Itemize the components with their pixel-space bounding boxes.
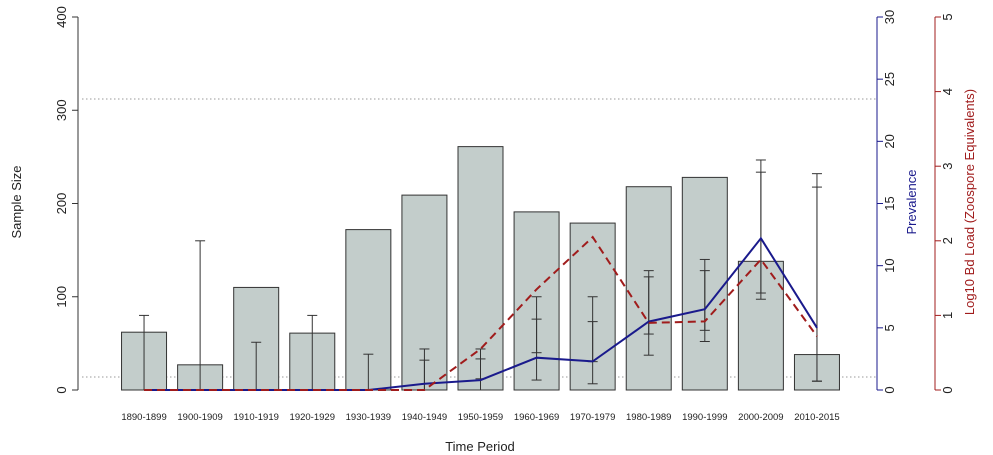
prevalence-axis-tick-label: 15: [882, 196, 897, 210]
prevalence-axis-tick-label: 20: [882, 134, 897, 148]
left-axis: 0 100 200 300 400: [54, 6, 79, 394]
prevalence-axis-tick-label: 25: [882, 72, 897, 86]
x-tick-label: 2000-2009: [738, 412, 783, 423]
x-tick-label: 2010-2015: [794, 412, 839, 423]
bd-load-axis-title: Log10 Bd Load (Zoospore Equivalents): [962, 89, 977, 315]
error-bar: [251, 341, 262, 390]
bd-load-axis-tick-label: 5: [940, 13, 955, 20]
error-bar: [755, 171, 766, 294]
x-axis-title: Time Period: [445, 439, 515, 454]
prevalence-axis-tick-label: 0: [882, 386, 897, 393]
error-bar: [139, 314, 150, 390]
error-bar: [363, 353, 374, 390]
error-bar: [643, 270, 654, 335]
bd-load-axis-tick-label: 1: [940, 312, 955, 319]
x-tick-label: 1910-1919: [233, 412, 278, 423]
x-tick-label: 1980-1989: [626, 412, 671, 423]
x-tick-label: 1990-1999: [682, 412, 727, 423]
x-tick-label: 1960-1969: [514, 412, 559, 423]
x-tick-label: 1890-1899: [121, 412, 166, 423]
bd-load-axis: 0 1 2 3 4 5: [934, 13, 955, 394]
error-bar: [811, 186, 822, 382]
bd-load-axis-tick-label: 0: [940, 386, 955, 393]
x-tick-label: 1930-1939: [346, 412, 391, 423]
prevalence-axis-tick-label: 5: [882, 324, 897, 331]
bd-load-line: [144, 235, 818, 391]
x-tick-label: 1950-1959: [458, 412, 503, 423]
x-tick-label: 1940-1949: [402, 412, 447, 423]
bd-load-axis-tick-label: 2: [940, 237, 955, 244]
bd-load-axis-tick-label: 3: [940, 163, 955, 170]
left-axis-title: Sample Size: [9, 166, 24, 239]
x-tick-label: 1900-1909: [177, 412, 222, 423]
left-axis-tick-label: 200: [54, 193, 69, 215]
error-bar: [195, 240, 206, 390]
left-axis-tick-label: 300: [54, 99, 69, 121]
bd-load-axis-tick-label: 4: [940, 88, 955, 95]
prevalence-axis-tick-label: 10: [882, 258, 897, 272]
prevalence-axis-title: Prevalence: [904, 169, 919, 234]
left-axis-tick-label: 100: [54, 286, 69, 308]
left-axis-tick-label: 0: [54, 386, 69, 393]
error-bar: [307, 314, 318, 390]
prevalence-axis-tick-label: 30: [882, 10, 897, 24]
x-tick-label: 1970-1979: [570, 412, 615, 423]
prevalence-line: [144, 236, 818, 391]
left-axis-tick-label: 400: [54, 6, 69, 28]
series-lines: [144, 235, 818, 391]
error-bars: [139, 159, 822, 390]
x-tick-label: 1920-1929: [290, 412, 335, 423]
x-tick-labels: 1890-1899 1900-1909 1910-1919 1920-1929 1930…: [121, 412, 839, 423]
error-bar: [531, 296, 542, 354]
prevalence-axis: 0 5 10 15 20 25 30: [876, 10, 897, 394]
